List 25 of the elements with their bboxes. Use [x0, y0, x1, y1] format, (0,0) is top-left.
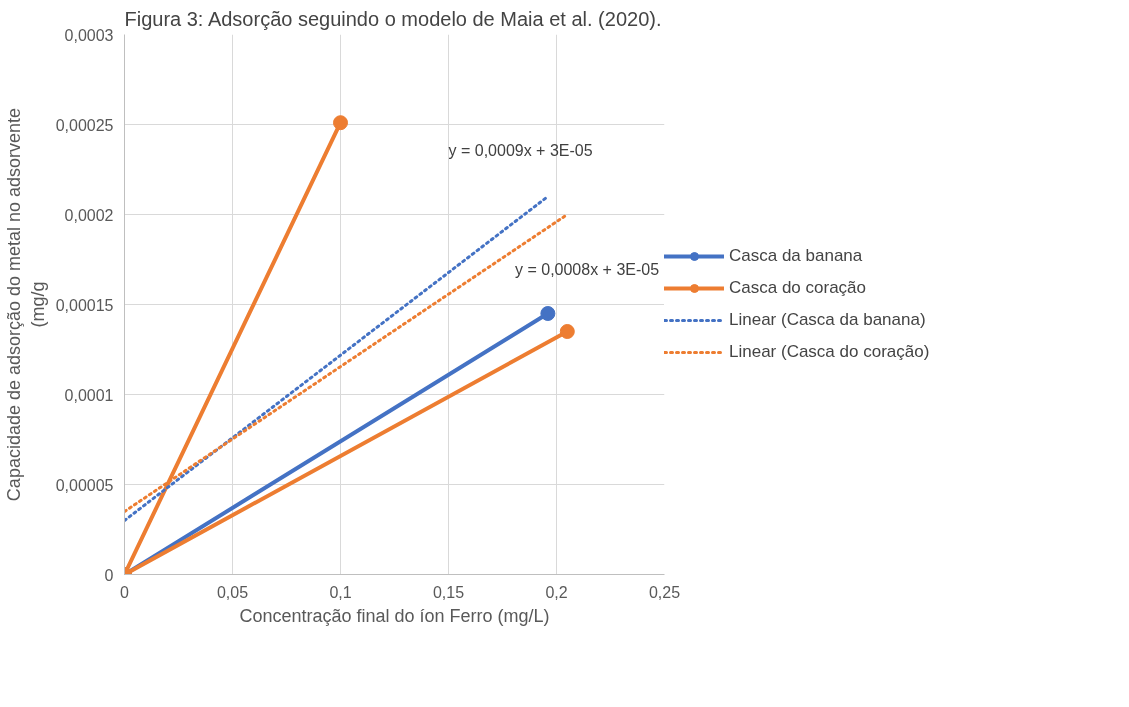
- x-tick-label: 0,15: [432, 583, 465, 601]
- point: [333, 115, 348, 131]
- legend-label: Linear (Casca do coração): [729, 342, 930, 362]
- point: [540, 306, 556, 321]
- x-tick-label: 0,1: [329, 583, 352, 601]
- y-axis-title: Capacidade de adsorção do metal no adsorvente (mg/g: [3, 107, 48, 502]
- x-tick-label: 0,25: [648, 583, 681, 601]
- x-tick-label: 0,2: [545, 583, 568, 601]
- x-tick-label: 0: [120, 583, 130, 601]
- annotation: y = 0,0008x + 3E-05: [515, 260, 660, 278]
- y-tick-label: 0,0001: [64, 386, 114, 404]
- y-tick-label: 0,00015: [55, 296, 114, 314]
- x-tick-label: 0,05: [216, 583, 249, 601]
- point: [559, 324, 575, 339]
- y-tick-label: 0: [104, 566, 114, 584]
- legend-label: Linear (Casca da banana): [729, 310, 926, 330]
- legend-label: Casca do coração: [729, 278, 867, 298]
- y-tick-label: 0,0003: [64, 26, 114, 44]
- legend-label: Casca da banana: [729, 246, 863, 266]
- x-axis-title: Concentração final do íon Ferro (mg/L): [239, 605, 550, 626]
- chart-title: Figura 3: Adsorção seguindo o modelo de Maia et al. (2020).: [124, 7, 662, 30]
- y-tick-label: 0,00025: [55, 116, 114, 134]
- y-tick-label: 0,00005: [55, 476, 114, 494]
- y-tick-label: 0,0002: [64, 206, 114, 224]
- annotation: y = 0,0009x + 3E-05: [448, 141, 593, 159]
